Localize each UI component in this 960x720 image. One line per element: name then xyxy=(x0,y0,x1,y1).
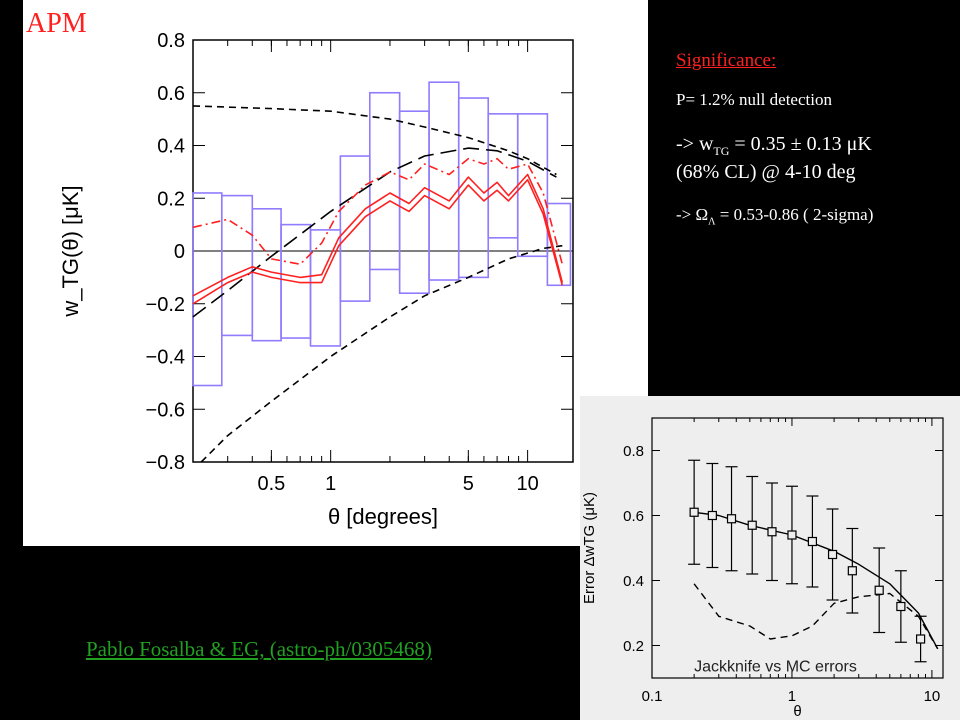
y-tick-label: 0.2 xyxy=(623,638,644,655)
apm-label: APM xyxy=(26,8,87,39)
data-point xyxy=(896,601,906,612)
error-box xyxy=(251,208,282,342)
x-tick-label: 10 xyxy=(516,473,538,495)
data-point xyxy=(689,507,699,517)
y-tick-label: −0.4 xyxy=(146,347,185,369)
omega-prefix: -> Ω xyxy=(676,205,709,224)
series-line xyxy=(192,157,564,265)
plot-frame xyxy=(651,417,944,679)
x-tick-label: 0.5 xyxy=(257,473,285,495)
y-tick-label: 0.2 xyxy=(157,188,185,210)
data-point xyxy=(707,510,717,521)
error-box xyxy=(487,113,519,239)
x-tick-label: 5 xyxy=(463,473,474,495)
p-value-line: P= 1.2% null detection xyxy=(676,90,832,109)
y-tick-label: −0.6 xyxy=(146,399,185,421)
y-tick-label: −0.8 xyxy=(146,452,185,474)
error-box xyxy=(398,110,430,295)
main-chart: −0.8 −0.6 −0.4 −0.2 0 0.2 0.4 0.6 0.8 0.5 1 5 10 θ [d… xyxy=(58,30,574,529)
error-box xyxy=(368,91,401,271)
inset-chart: 0.2 0.4 0.6 0.8 0.1 1 10 θ Error ΔwTG (μK) Jackkn… xyxy=(581,417,944,720)
y-tick-label: 0.6 xyxy=(157,83,185,105)
y-tick-label: −0.2 xyxy=(146,294,185,316)
amplitude-value: = 0.35 ± 0.13 μK xyxy=(729,133,872,155)
series-line xyxy=(693,583,939,650)
data-point xyxy=(787,530,797,540)
error-box xyxy=(220,194,254,337)
series-line xyxy=(192,105,557,176)
x-axis-label: θ xyxy=(793,703,801,720)
significance-title: Significance: xyxy=(676,50,777,71)
omega-value: = 0.53-0.86 ( 2-sigma) xyxy=(715,205,874,224)
omega-subscript: Λ xyxy=(708,216,716,228)
y-tick-label: 0.8 xyxy=(623,443,644,460)
omega-lambda-line: -> ΩΛ = 0.53-0.86 ( 2-sigma) xyxy=(676,205,873,227)
error-box xyxy=(309,229,342,347)
citation-link[interactable]: Pablo Fosalba & EG, (astro-ph/0305468) xyxy=(86,637,432,661)
amplitude-line: -> wTG = 0.35 ± 0.13 μK xyxy=(676,132,872,164)
x-tick-label: 1 xyxy=(325,473,336,495)
error-box xyxy=(457,97,490,279)
x-tick-label: 1 xyxy=(788,688,796,705)
y-tick-label: 0.4 xyxy=(157,136,185,158)
data-point xyxy=(874,585,884,595)
data-point xyxy=(767,527,777,537)
error-box xyxy=(428,81,460,281)
data-point xyxy=(726,514,737,524)
y-tick-label: 0.6 xyxy=(623,508,644,525)
series-line xyxy=(200,244,563,463)
y-axis-label: Error ΔwTG (μK) xyxy=(581,492,598,604)
confidence-line: (68% CL) @ 4-10 deg xyxy=(676,161,856,183)
inset-chart-panel: 0.2 0.4 0.6 0.8 0.1 1 10 θ Error ΔwTG (μK) Jackkn… xyxy=(580,396,960,720)
data-point xyxy=(915,634,926,644)
main-chart-panel: −0.8 −0.6 −0.4 −0.2 0 0.2 0.4 0.6 0.8 0.5 1 5 10 θ [d… xyxy=(23,0,648,546)
amplitude-subscript: TG xyxy=(713,144,730,158)
series-line xyxy=(192,173,564,297)
data-point xyxy=(847,566,857,576)
y-tick-label: 0.4 xyxy=(623,573,644,590)
x-tick-label: 10 xyxy=(924,688,941,705)
data-point xyxy=(827,549,838,560)
data-point xyxy=(747,520,757,530)
series-line xyxy=(192,179,564,305)
chart-annotation: Jackknife vs MC errors xyxy=(694,659,857,676)
error-box xyxy=(546,202,572,287)
y-tick-label: 0.8 xyxy=(157,30,185,52)
data-point xyxy=(807,536,818,547)
y-tick-label: 0 xyxy=(174,241,185,263)
x-axis-label: θ [degrees] xyxy=(328,504,438,529)
amplitude-prefix: -> w xyxy=(676,133,714,155)
x-tick-label: 0.1 xyxy=(642,688,663,705)
y-axis-label: w_TG(θ) [μK] xyxy=(58,185,83,317)
